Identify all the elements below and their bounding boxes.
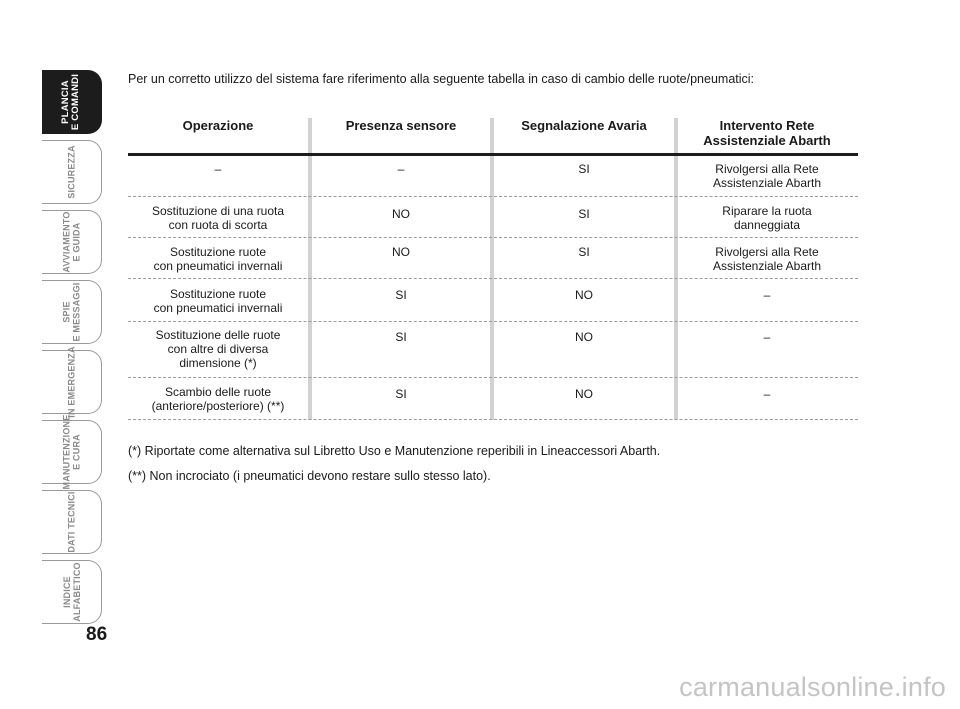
cell-segnalazione-avaria: SI — [578, 245, 590, 259]
tab-in-emergenza[interactable]: IN EMERGENZA — [42, 346, 102, 418]
cell-operazione: Sostituzione ruote con pneumatici invern… — [153, 245, 283, 273]
cell-intervento-rete: – — [763, 387, 771, 401]
cell-intervento-rete: – — [763, 330, 771, 344]
cell-operazione: Scambio delle ruote (anteriore/posterior… — [151, 385, 285, 413]
row-divider — [128, 237, 858, 238]
cell-operazione: Sostituzione ruote con pneumatici invern… — [153, 287, 283, 315]
tab-indice-alfabetico[interactable]: INDICE ALFABETICO — [42, 560, 102, 624]
column-separator — [308, 118, 312, 420]
row-divider — [128, 196, 858, 197]
tab-spie-e-messaggi[interactable]: SPIE E MESSAGGI — [42, 280, 102, 344]
cell-segnalazione-avaria: SI — [578, 207, 590, 221]
tab-dati-tecnici[interactable]: DATI TECNICI — [42, 490, 102, 554]
tab-label: DATI TECNICI — [66, 491, 77, 553]
tab-label: PLANCIA E COMANDI — [60, 73, 82, 131]
cell-segnalazione-avaria: NO — [575, 288, 593, 302]
tab-label: AVVIAMENTO E GUIDA — [61, 211, 82, 273]
header-intervento-rete: Intervento Rete Assistenziale Abarth — [703, 118, 831, 148]
column-separator — [490, 118, 494, 420]
header-segnalazione-avaria: Segnalazione Avaria — [521, 118, 647, 133]
cell-intervento-rete: Riparare la ruota danneggiata — [722, 204, 812, 232]
tab-label: MANUTENZIONE E CURA — [61, 414, 82, 490]
cell-operazione: Sostituzione delle ruote con altre di di… — [155, 328, 281, 370]
cell-intervento-rete: – — [763, 288, 771, 302]
cell-presenza-sensore: SI — [395, 288, 407, 302]
header-presenza-sensore: Presenza sensore — [345, 118, 457, 133]
tab-label: SPIE E MESSAGGI — [61, 282, 82, 342]
cell-intervento-rete: Rivolgersi alla Rete Assistenziale Abart… — [712, 162, 822, 190]
footnote: (*) Riportate come alternativa sul Libre… — [128, 444, 661, 458]
tab-manutenzione-e-cura[interactable]: MANUTENZIONE E CURA — [42, 415, 102, 489]
intro-text: Per un corretto utilizzo del sistema far… — [128, 72, 755, 86]
row-divider — [128, 278, 858, 279]
cell-presenza-sensore: NO — [392, 207, 410, 221]
header-operazione: Operazione — [182, 118, 254, 133]
column-separator — [674, 118, 678, 420]
cell-segnalazione-avaria: SI — [578, 162, 590, 176]
page-number: 86 — [86, 624, 108, 645]
cell-presenza-sensore: SI — [395, 330, 407, 344]
watermark: carmanualsonline.info — [679, 672, 946, 702]
tab-avviamento-e-guida[interactable]: AVVIAMENTO E GUIDA — [42, 210, 102, 274]
cell-presenza-sensore: SI — [395, 387, 407, 401]
cell-operazione: – — [214, 162, 222, 176]
header-rule — [128, 153, 858, 156]
tab-label: SICUREZZA — [66, 145, 77, 199]
cell-segnalazione-avaria: NO — [575, 330, 593, 344]
tab-sicurezza[interactable]: SICUREZZA — [42, 140, 102, 204]
cell-segnalazione-avaria: NO — [575, 387, 593, 401]
tab-label: IN EMERGENZA — [66, 346, 77, 418]
footnote: (**) Non incrociato (i pneumatici devono… — [128, 469, 491, 483]
tab-label: INDICE ALFABETICO — [61, 562, 82, 622]
row-divider — [128, 321, 858, 322]
cell-presenza-sensore: NO — [392, 245, 410, 259]
cell-operazione: Sostituzione di una ruota con ruota di s… — [151, 204, 285, 232]
tab-plancia-e-comandi[interactable]: PLANCIA E COMANDI — [42, 70, 102, 134]
row-divider — [128, 419, 858, 420]
row-divider — [128, 377, 858, 378]
footnotes: (*) Riportate come alternativa sul Libre… — [128, 444, 660, 494]
cell-intervento-rete: Rivolgersi alla Rete Assistenziale Abart… — [712, 245, 822, 273]
cell-presenza-sensore: – — [397, 162, 405, 176]
